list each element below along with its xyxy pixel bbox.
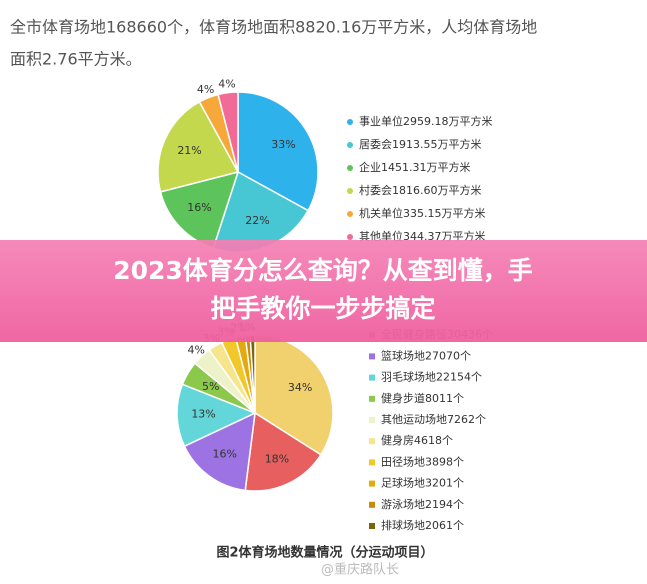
legend-marker [369, 353, 375, 360]
pie-slice [183, 411, 256, 492]
chart-caption: 图2体育场地数量情况（分运动项目） [216, 545, 433, 561]
banner-line: 把手教你一步步搞定 [210, 294, 435, 323]
legend-label: 足球场地3201个 [381, 476, 464, 490]
legend-marker [347, 165, 353, 171]
legend-marker [347, 142, 353, 148]
data-label: 16% [213, 448, 237, 461]
legend-label: 企业1451.31万平方米 [359, 160, 471, 174]
data-label: 16% [187, 201, 211, 214]
legend-marker [369, 395, 375, 402]
legend-label: 村委会1816.60万平方米 [359, 183, 482, 197]
pie-slice [217, 91, 239, 173]
legend-label: 田径场地3898个 [381, 454, 464, 468]
legend-label: 篮球场地27070个 [381, 348, 471, 362]
legend-marker [369, 374, 375, 381]
legend-marker [347, 211, 353, 217]
banner [0, 240, 647, 342]
data-label: 4% [197, 83, 214, 96]
legend-label: 羽毛球场地22154个 [381, 370, 482, 384]
legend-marker [369, 523, 375, 529]
legend-label: 居委会1913.55万平方米 [359, 137, 482, 151]
legend-marker [369, 480, 375, 487]
data-label: 33% [271, 138, 295, 151]
data-label: 18% [265, 453, 289, 466]
data-label: 4% [188, 343, 205, 356]
legend-label: 其他单位344.37万平方米 [359, 229, 486, 243]
data-label: 4% [218, 78, 235, 91]
pie-slice [176, 383, 257, 448]
legend-label: 游泳场地2194个 [381, 497, 464, 511]
header-line: 全市体育场地168660个，体育场地面积8820.16万平方米，人均体育场地 [10, 18, 537, 37]
watermark: @重庆路队长 [321, 562, 399, 578]
pie-slice [244, 411, 322, 492]
pie-slice [237, 91, 319, 212]
legend-marker [347, 234, 353, 240]
legend-label: 机关单位335.15万平方米 [359, 206, 486, 220]
legend-label: 排球场地2061个 [381, 518, 464, 532]
legend-label: 其他运动场地7262个 [381, 412, 486, 426]
data-label: 21% [177, 144, 201, 157]
pie-slice [157, 100, 240, 193]
banner-line: 2023体育分怎么查询？从查到懂，手 [113, 256, 533, 285]
header-line: 面积2.76平方米。 [10, 50, 142, 69]
data-label: 13% [191, 408, 215, 421]
legend-marker [369, 501, 375, 508]
data-label: 22% [245, 214, 269, 227]
legend-marker [369, 459, 375, 466]
legend-marker [347, 119, 353, 125]
legend-label: 健身房4618个 [381, 433, 453, 447]
legend-label: 事业单位2959.18万平方米 [359, 114, 493, 128]
legend-marker [369, 438, 375, 445]
legend-marker [347, 188, 353, 194]
legend-marker [369, 417, 375, 423]
data-label: 34% [288, 381, 312, 394]
data-label: 5% [202, 380, 219, 393]
legend-label: 健身步道8011个 [381, 391, 464, 405]
